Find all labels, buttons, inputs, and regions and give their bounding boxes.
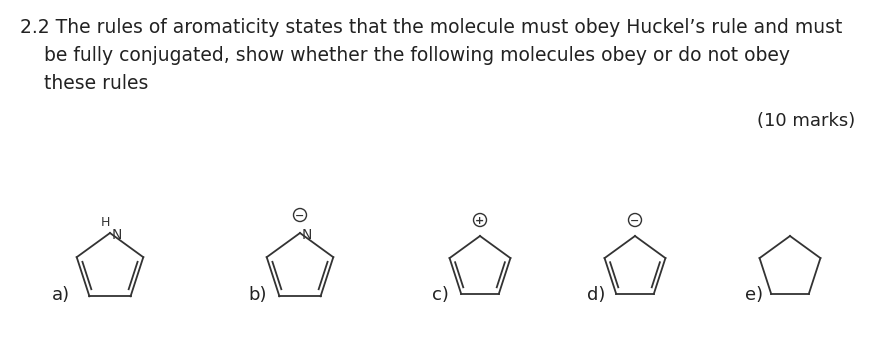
Text: be fully conjugated, show whether the following molecules obey or do not obey: be fully conjugated, show whether the fo… xyxy=(44,46,790,65)
Text: −: − xyxy=(295,210,304,221)
Text: 2.2 The rules of aromaticity states that the molecule must obey Huckel’s rule an: 2.2 The rules of aromaticity states that… xyxy=(20,18,842,37)
Text: d): d) xyxy=(587,286,605,304)
Text: b): b) xyxy=(248,286,266,304)
Text: a): a) xyxy=(52,286,70,304)
Text: −: − xyxy=(630,215,640,226)
Text: (10 marks): (10 marks) xyxy=(756,112,855,130)
Text: N: N xyxy=(112,228,123,242)
Text: c): c) xyxy=(432,286,449,304)
Text: H: H xyxy=(101,216,109,229)
Text: these rules: these rules xyxy=(44,74,149,93)
Text: +: + xyxy=(475,215,485,226)
Text: N: N xyxy=(302,228,312,242)
Text: e): e) xyxy=(745,286,763,304)
